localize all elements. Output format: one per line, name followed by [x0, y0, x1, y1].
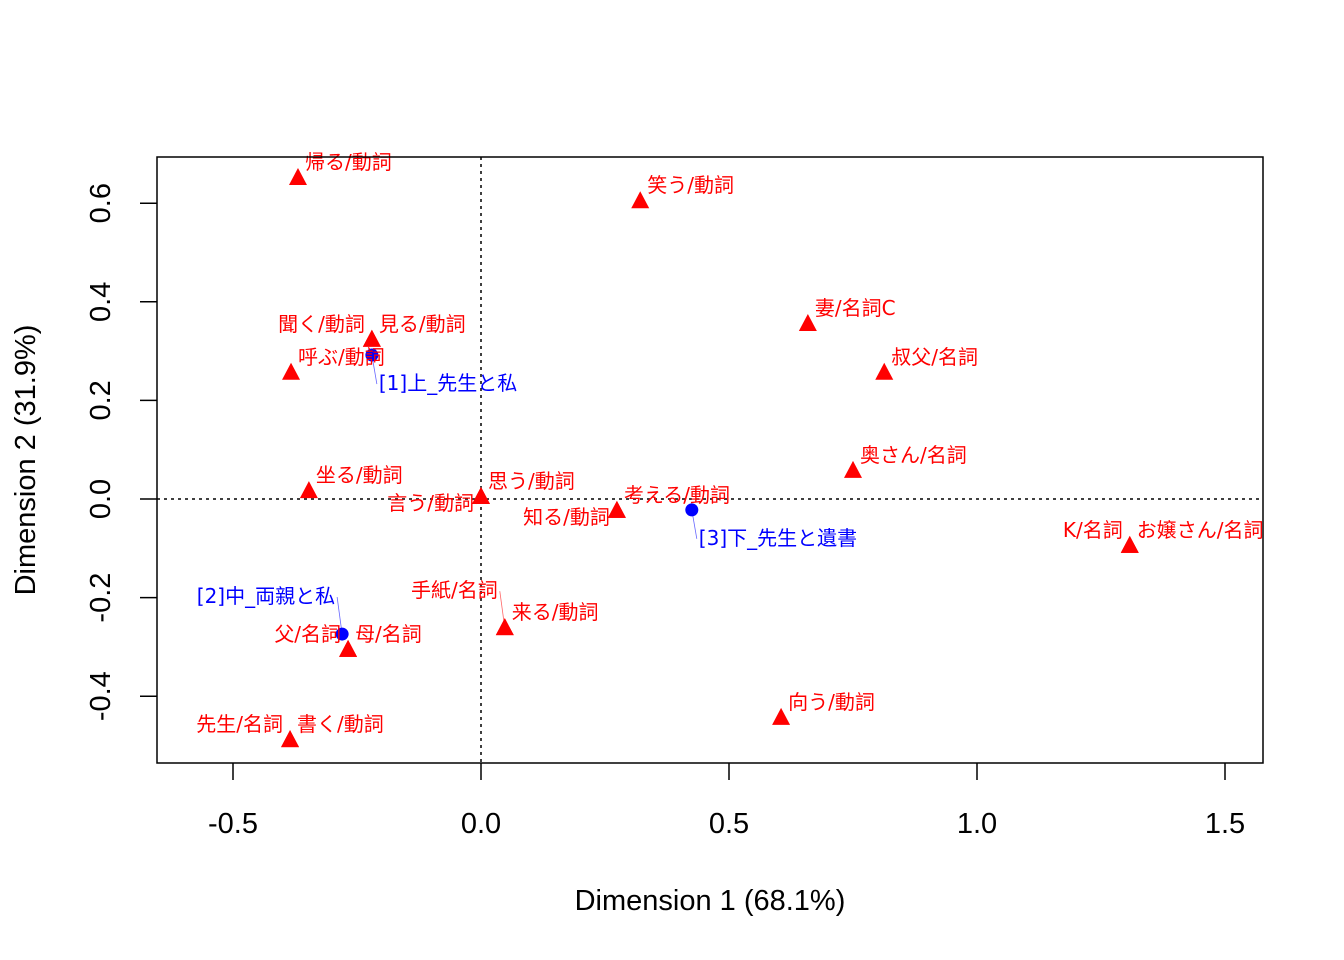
axes: -0.5 0.0 0.5 1.0 1.5 -0.4 -0.2 0.0 0.2 0.4 0.6 [85, 183, 1245, 840]
word-point [1120, 535, 1139, 553]
word-label: 知る/動詞 [523, 505, 610, 529]
word-label: 書く/動詞 [297, 712, 384, 736]
document-label: [2]中_両親と私 [197, 584, 335, 608]
word-point [362, 329, 381, 347]
word-label: 聞く/動詞 [278, 312, 365, 336]
word-label: 呼ぶ/動詞 [298, 345, 385, 369]
plot-frame [156, 156, 1264, 764]
word-point [472, 487, 490, 505]
word-point [875, 362, 894, 380]
label-leader-line [691, 509, 698, 539]
x-axis-label: Dimension 1 (68.1%) [575, 885, 846, 917]
word-label: お嬢さん/名詞 [1137, 518, 1264, 542]
word-label: 叔父/名詞 [891, 345, 978, 369]
y-axis-label: Dimension 2 (31.9%) [10, 325, 42, 596]
word-label: 奥さん/名詞 [860, 443, 967, 467]
word-label: K/名詞 [1063, 518, 1123, 542]
word-label: 先生/名詞 [196, 712, 283, 736]
word-point [339, 639, 358, 657]
word-point [607, 500, 626, 518]
x-tick-label: -0.5 [208, 808, 258, 840]
word-label: 父/名詞 [274, 622, 341, 646]
word-point [282, 362, 301, 380]
word-label: 笑う/動詞 [647, 173, 734, 197]
word-label: 来る/動詞 [512, 600, 599, 624]
document-label: [1]上_先生と私 [379, 371, 517, 395]
y-tick-label: -0.4 [85, 671, 117, 721]
word-point [772, 707, 791, 725]
y-tick-label: 0.6 [85, 183, 117, 223]
word-label: 母/名詞 [355, 622, 422, 646]
label-leader-line [336, 597, 343, 635]
x-tick-label: 0.0 [461, 808, 501, 840]
word-label: 坐る/動詞 [316, 463, 403, 487]
label-leader-line [499, 591, 506, 629]
label-leader-line [371, 354, 378, 385]
word-point [299, 481, 318, 499]
word-label: 帰る/動詞 [305, 150, 392, 174]
word-point [844, 460, 862, 478]
y-tick-label: -0.2 [85, 573, 117, 623]
y-tick-label: 0.2 [85, 380, 117, 420]
document-label: [3]下_先生と遺書 [699, 526, 857, 550]
word-label: 手紙/名詞 [411, 578, 498, 602]
word-label: 見る/動詞 [379, 312, 466, 336]
word-point [798, 313, 817, 331]
word-label: 妻/名詞C [815, 296, 896, 320]
label-leader-line [475, 496, 482, 505]
word-point [631, 191, 650, 209]
x-tick-label: 0.5 [709, 808, 749, 840]
word-point [288, 168, 307, 186]
x-tick-label: 1.5 [1205, 808, 1245, 840]
y-tick-label: 0.4 [85, 282, 117, 322]
word-label: 考える/動詞 [624, 483, 730, 507]
x-tick-label: 1.0 [957, 808, 997, 840]
y-tick-label: 0.0 [85, 479, 117, 519]
word-label: 思う/動詞 [488, 469, 575, 493]
word-label: 言う/動詞 [387, 491, 474, 515]
label-leader-line [611, 510, 618, 519]
word-label: 向う/動詞 [788, 690, 875, 714]
word-point [281, 730, 300, 748]
